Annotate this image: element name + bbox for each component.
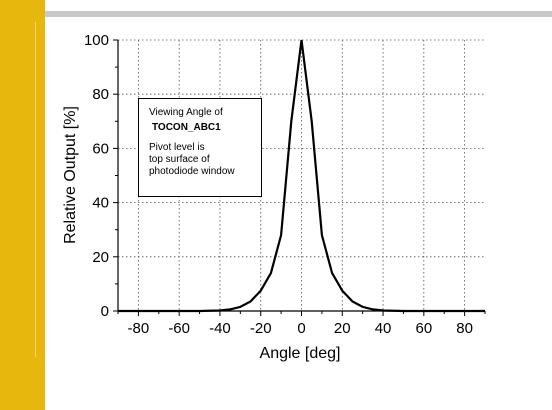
left-accent-line bbox=[35, 22, 36, 357]
x-tick-label: -60 bbox=[168, 320, 190, 337]
y-tick-label: 80 bbox=[92, 86, 109, 103]
x-tick-labels: -80 -60 -40 -20 0 20 40 60 80 bbox=[128, 320, 473, 337]
y-tick-labels: 0 20 40 60 80 100 bbox=[84, 32, 109, 320]
x-tick-label: -20 bbox=[250, 320, 272, 337]
annotation-title: Viewing Angle of bbox=[149, 107, 223, 118]
y-tick-label: 0 bbox=[101, 303, 109, 320]
x-tick-label: 80 bbox=[456, 320, 473, 337]
x-axis-title: Angle [deg] bbox=[260, 345, 341, 362]
top-rule bbox=[45, 11, 552, 17]
x-tick-label: -40 bbox=[209, 320, 231, 337]
x-tick-label: 40 bbox=[375, 320, 392, 337]
x-tick-label: 20 bbox=[334, 320, 351, 337]
y-tick-label: 40 bbox=[92, 195, 109, 212]
y-tick-label: 100 bbox=[84, 32, 109, 49]
y-tick-label: 20 bbox=[92, 249, 109, 266]
series-layer bbox=[118, 39, 485, 313]
y-axis-title: Relative Output [%] bbox=[62, 106, 79, 244]
annotation-note-line: Pivot level is bbox=[149, 142, 205, 153]
annotation-note-line: top surface of bbox=[149, 154, 210, 165]
left-accent-bar bbox=[0, 0, 45, 410]
x-tick-label: 60 bbox=[415, 320, 432, 337]
annotation-note-line: photodiode window bbox=[149, 166, 235, 177]
grid-lines bbox=[118, 39, 485, 311]
annotation-box: Viewing Angle of TOCON_ABC1 Pivot level … bbox=[138, 98, 262, 197]
x-tick-label: -80 bbox=[128, 320, 150, 337]
y-tick-label: 60 bbox=[92, 140, 109, 157]
annotation-device-name: TOCON_ABC1 bbox=[152, 122, 221, 133]
x-tick-label: 0 bbox=[297, 320, 305, 337]
annotation-note: Pivot level is top surface of photodiode… bbox=[149, 142, 261, 178]
series-line bbox=[118, 39, 485, 313]
